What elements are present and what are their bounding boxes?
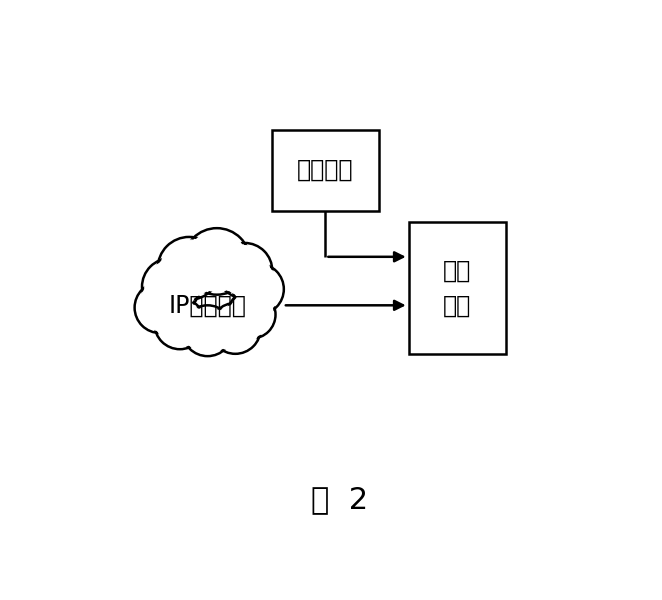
Circle shape [137, 285, 183, 331]
Circle shape [187, 232, 247, 292]
Circle shape [145, 261, 197, 313]
Circle shape [157, 301, 203, 347]
Circle shape [185, 308, 230, 353]
Circle shape [183, 228, 250, 295]
Circle shape [213, 305, 258, 351]
Circle shape [134, 282, 185, 333]
Circle shape [142, 258, 199, 316]
Circle shape [236, 266, 281, 312]
Text: IP传输网络: IP传输网络 [169, 293, 246, 317]
Circle shape [182, 305, 233, 356]
FancyBboxPatch shape [272, 130, 379, 211]
Circle shape [233, 264, 284, 314]
Text: 图  2: 图 2 [310, 485, 368, 514]
Circle shape [220, 246, 269, 296]
FancyBboxPatch shape [408, 222, 506, 354]
Text: 业务
设备: 业务 设备 [443, 258, 471, 317]
Circle shape [158, 237, 220, 300]
Circle shape [154, 298, 205, 349]
Circle shape [217, 243, 272, 298]
Circle shape [161, 240, 217, 296]
Text: 同步设备: 同步设备 [297, 158, 354, 182]
Circle shape [230, 293, 273, 336]
Circle shape [210, 303, 261, 354]
Circle shape [228, 290, 275, 338]
